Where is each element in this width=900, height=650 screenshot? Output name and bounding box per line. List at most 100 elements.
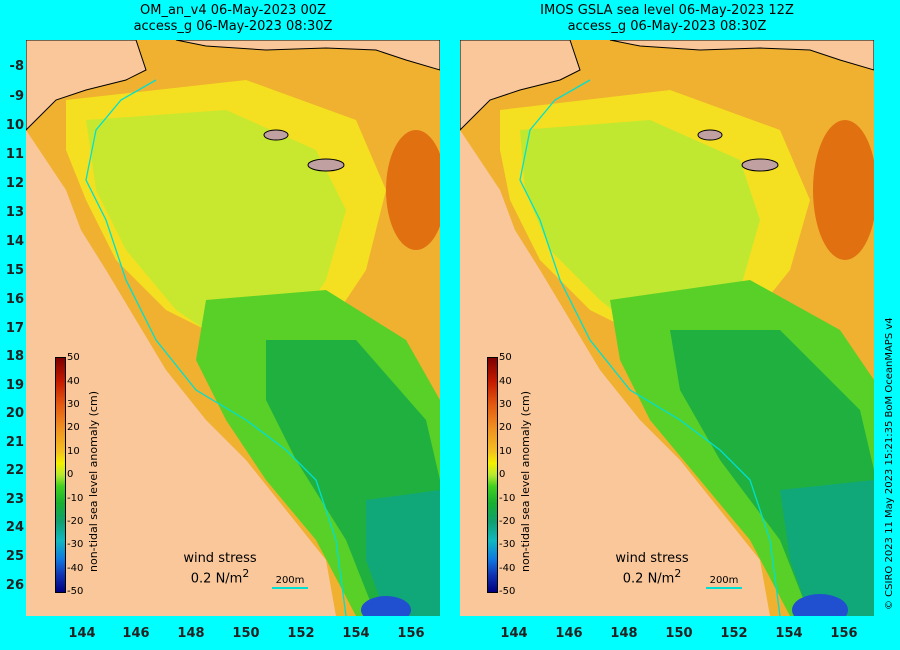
x-axis-label: 152 (720, 626, 748, 641)
sea-level-teal (366, 490, 440, 616)
right-panel-title-line1: IMOS GSLA sea level 06-May-2023 12Z (540, 3, 794, 18)
coastline-png (609, 40, 874, 71)
colorbar-tick: -40 (499, 563, 516, 574)
colorbar-tick: -10 (67, 493, 84, 504)
colorbar-tick: -50 (67, 586, 84, 597)
sea-level-yellowgreen (520, 120, 760, 340)
sea-level-orange-high (386, 130, 440, 250)
colorbar-title: non-tidal sea level anomaly (cm) (87, 391, 100, 572)
colorbar-tick: -40 (67, 563, 84, 574)
colorbar-tick: 0 (67, 469, 74, 480)
x-axis-label: 156 (397, 626, 425, 641)
colorbar-title: non-tidal sea level anomaly (cm) (519, 391, 532, 572)
coastline-north (460, 40, 581, 131)
y-axis-label: 12 (5, 176, 24, 191)
isobath-sample-line (272, 587, 308, 589)
island (307, 158, 345, 172)
y-axis-label: 19 (5, 378, 24, 393)
sea-level-blue-eddy (792, 594, 848, 616)
isobath-label: 200m (275, 575, 305, 586)
right-map[interactable] (460, 40, 874, 616)
y-axis-label: 25 (5, 549, 24, 564)
x-axis-label: 154 (342, 626, 370, 641)
y-axis-label: 16 (5, 292, 24, 307)
x-axis-label: 148 (177, 626, 205, 641)
right-panel-title-line2: access_g 06-May-2023 08:30Z (567, 19, 767, 34)
wind-legend-scale: 0.2 N/m2 (622, 567, 682, 587)
colorbar-tick: 30 (67, 399, 80, 410)
island (263, 129, 289, 141)
credit-text: © CSIRO 2023 11 May 2023 15:21:35 BoM Oc… (884, 317, 895, 610)
isobath-line (519, 79, 781, 616)
y-axis-label: -9 (9, 89, 24, 104)
colorbar-tick: 10 (499, 446, 512, 457)
x-axis-label: 154 (775, 626, 803, 641)
sea-level-orange-high (813, 120, 874, 260)
y-axis-label: 15 (5, 263, 24, 278)
coastline-north (26, 40, 147, 131)
colorbar-tick: -10 (499, 493, 516, 504)
y-axis-label: -8 (9, 59, 24, 74)
x-axis-label: 146 (555, 626, 583, 641)
y-axis-label: 22 (5, 463, 24, 478)
colorbar-tick: 10 (67, 446, 80, 457)
x-axis-label: 144 (500, 626, 528, 641)
x-axis-label: 150 (665, 626, 693, 641)
y-axis-label: 21 (5, 435, 24, 450)
colorbar-tick: 50 (67, 352, 80, 363)
y-axis-label: 17 (5, 321, 24, 336)
colorbar-tick: -30 (499, 539, 516, 550)
right-wind-legend: wind stress 0.2 N/m2 (602, 551, 702, 586)
left-isobath-scale: 200m (272, 575, 308, 589)
colorbar-tick: 20 (499, 422, 512, 433)
island (697, 129, 723, 141)
colorbar-tick: 30 (499, 399, 512, 410)
colorbar-gradient (55, 357, 66, 593)
y-axis-label: 24 (5, 520, 24, 535)
right-panel-title: IMOS GSLA sea level 06-May-2023 12Z acce… (460, 3, 874, 35)
y-axis-label: 11 (5, 147, 24, 162)
x-axis-label: 156 (830, 626, 858, 641)
island (741, 158, 779, 172)
x-axis-label: 146 (122, 626, 150, 641)
colorbar-tick: -20 (499, 516, 516, 527)
y-axis-label: 14 (5, 234, 24, 249)
sea-level-yellowgreen (86, 110, 346, 350)
x-axis-label: 148 (610, 626, 638, 641)
isobath-line (85, 79, 347, 616)
colorbar-tick: 40 (67, 376, 80, 387)
left-panel-title-line1: OM_an_v4 06-May-2023 00Z (140, 3, 326, 18)
y-axis-label: 10 (5, 118, 24, 133)
colorbar-tick: 20 (67, 422, 80, 433)
sea-level-teal (780, 480, 874, 616)
coastline-png (175, 40, 440, 71)
right-isobath-scale: 200m (706, 575, 742, 589)
y-axis-label: 18 (5, 349, 24, 364)
colorbar-tick: 50 (499, 352, 512, 363)
isobath-sample-line (706, 587, 742, 589)
isobath-label: 200m (709, 575, 739, 586)
y-axis-label: 20 (5, 406, 24, 421)
colorbar-gradient (487, 357, 498, 593)
colorbar-tick: 0 (499, 469, 506, 480)
colorbar-tick: -20 (67, 516, 84, 527)
wind-legend-scale: 0.2 N/m2 (190, 567, 250, 587)
wind-legend-title: wind stress (183, 551, 257, 566)
y-axis-label: 26 (5, 578, 24, 593)
left-panel-title: OM_an_v4 06-May-2023 00Z access_g 06-May… (26, 3, 440, 35)
colorbar-tick: 40 (499, 376, 512, 387)
right-map-svg (460, 40, 874, 616)
colorbar-tick: -50 (499, 586, 516, 597)
sea-level-blue-eddy (361, 596, 411, 616)
y-axis-label: 23 (5, 492, 24, 507)
wind-legend-title: wind stress (615, 551, 689, 566)
x-axis-label: 150 (232, 626, 260, 641)
x-axis-label: 152 (287, 626, 315, 641)
colorbar-tick: -30 (67, 539, 84, 550)
left-wind-legend: wind stress 0.2 N/m2 (170, 551, 270, 586)
left-map-svg (26, 40, 440, 616)
left-panel-title-line2: access_g 06-May-2023 08:30Z (133, 19, 333, 34)
left-map[interactable] (26, 40, 440, 616)
x-axis-label: 144 (68, 626, 96, 641)
y-axis-label: 13 (5, 205, 24, 220)
